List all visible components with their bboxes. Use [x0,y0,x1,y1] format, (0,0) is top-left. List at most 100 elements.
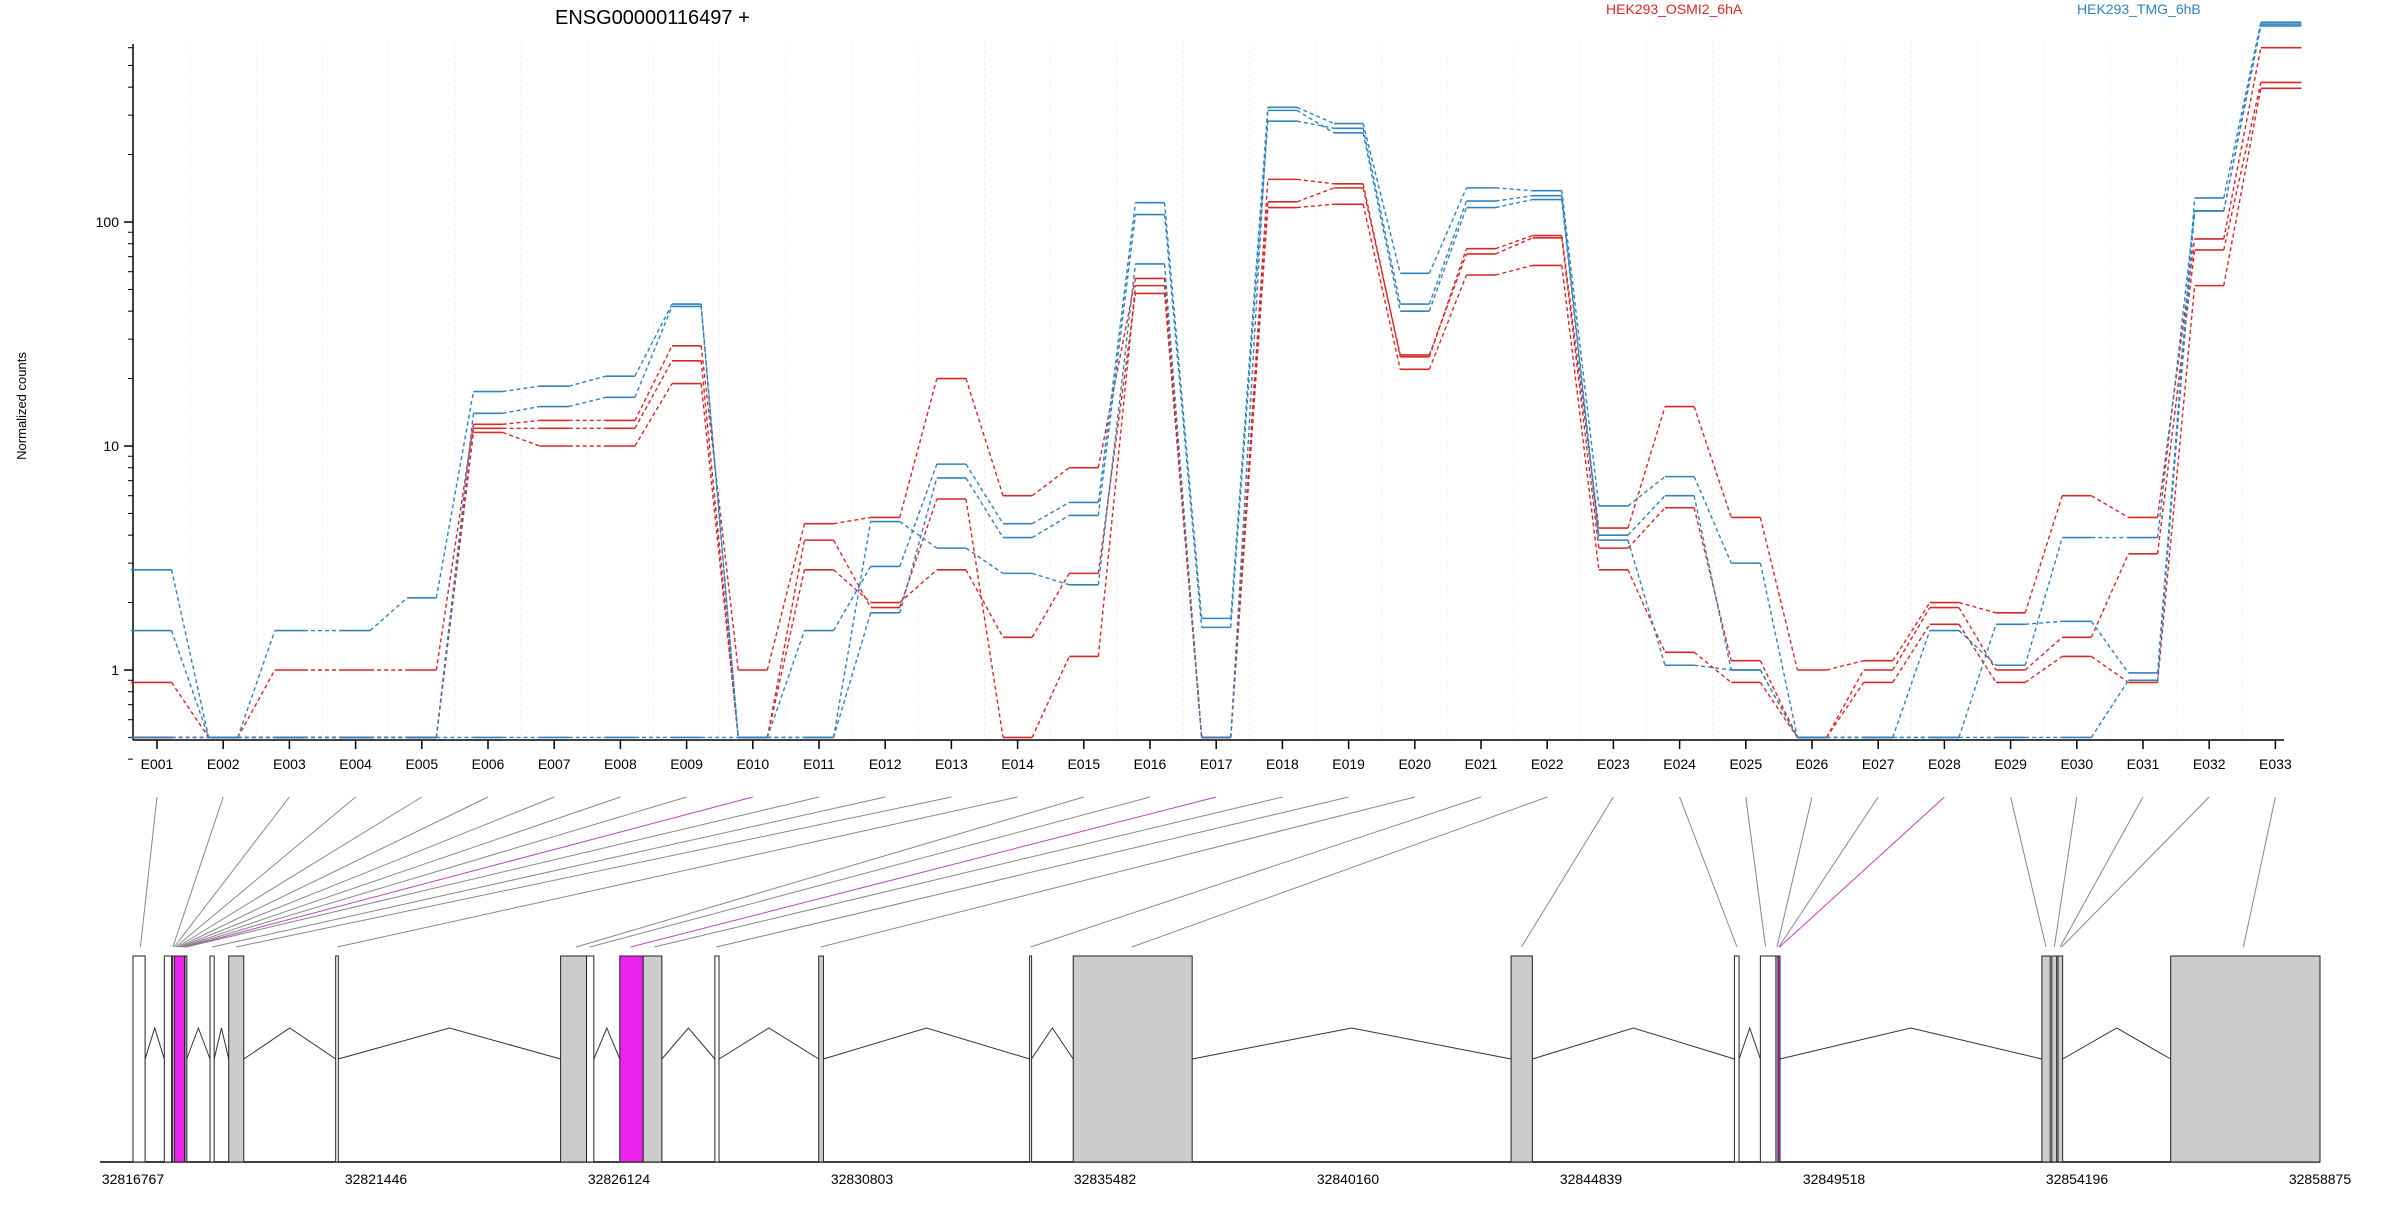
series-connector [1097,278,1137,468]
series-connector [1958,624,1997,738]
intron [1031,1027,1074,1060]
exon-box [335,955,339,1163]
x-tick-label: E007 [538,756,571,772]
series-connector [1561,265,1600,570]
exon-link-line [1778,796,1879,948]
series-connector [1362,132,1401,312]
series-connector [1428,274,1468,370]
series-connector [237,669,276,738]
intron [186,1026,211,1060]
series-connector [1694,664,1732,671]
series-connector [1892,607,1931,671]
x-tick-label: E004 [339,756,372,772]
genomic-tick-label: 32844839 [1560,1171,1623,1187]
series-connector [1561,237,1600,549]
series-connector [1759,517,1799,671]
x-tick-label: E027 [1862,756,1895,772]
series-connector [1627,495,1666,536]
series-connector [502,419,540,425]
series-connector [1495,264,1533,276]
chart-title: ENSG00000116497 + [555,7,750,29]
series-connector [832,612,872,738]
x-tick-label: E002 [207,756,240,772]
series-connector [1428,253,1468,356]
exon-box [2057,955,2064,1163]
exon-box [2041,955,2051,1163]
exon-link-line [235,796,952,948]
series-connector [899,498,938,608]
series-connector [1561,190,1600,507]
series-red-2 [131,87,2302,739]
exon-link-line [181,796,621,948]
series-connector [1495,237,1533,255]
series-red-1 [131,46,2302,739]
series-connector [2156,249,2196,554]
exon-link-line [178,796,489,948]
series-connector [502,385,540,393]
exon-link-line [2059,796,2144,948]
exon-box [586,955,595,1163]
exon-box [1510,955,1533,1163]
intron [1192,1027,1512,1060]
series-connector [1362,204,1401,370]
series-connector [1296,109,1335,134]
series-connector [634,360,673,429]
series-connector [1825,669,1865,738]
series-connector [2090,655,2129,684]
x-tick-label: E022 [1531,756,1564,772]
series-connector [2090,620,2130,674]
exon-box [173,955,186,1163]
exon-link-line [1521,796,1614,948]
exon-box [2170,955,2321,1163]
series-connector [170,630,210,738]
series-connector [502,405,540,414]
series-connector [1826,660,1864,671]
series-connector [1097,293,1137,574]
exon-link-line [173,796,290,948]
genomic-tick-label: 32858875 [2289,1171,2352,1187]
exon-link-line [1779,796,1945,948]
grid-layer [189,44,2243,740]
series-connector [2156,285,2196,683]
series-connector [1230,107,1269,619]
series-connector [1097,263,1137,585]
intron [1532,1027,1735,1060]
genomic-tick-label: 32816767 [102,1171,165,1187]
x-tick-label: E015 [1067,756,1100,772]
x-tick-label: E009 [670,756,703,772]
exon-links-layer [139,796,2276,948]
series-connector [2025,620,2063,625]
exon-link-line [1679,796,1738,948]
series-layer [131,21,2302,739]
series-connector [634,383,673,447]
series-connector [1627,539,1666,666]
exon-link-line [2010,796,2047,948]
series-connector [1495,198,1533,209]
series-connector [965,547,1004,574]
x-tick-label: E019 [1332,756,1365,772]
series-connector [1097,214,1137,516]
series-connector [1693,651,1732,683]
exon-link-line [630,796,1217,948]
exon-box [228,955,245,1163]
series-connector [2223,23,2262,212]
exon-link-line [139,796,158,948]
x-tick-label: E016 [1134,756,1167,772]
series-connector [832,521,872,738]
series-connector [2091,495,2129,519]
exon-link-line [180,796,555,948]
exon-box [1733,955,1740,1163]
series-connector [2156,210,2196,538]
intron [2062,1027,2171,1060]
exon-link-line [1776,796,1813,948]
x-tick-label: E011 [803,756,835,772]
exon-box [714,955,720,1163]
intron [593,1026,621,1060]
genomic-tick-label: 32821446 [345,1171,408,1187]
series-blue-6 [131,23,2302,739]
x-tick-label: E003 [273,756,306,772]
series-blue-4 [131,21,2302,739]
exon-link-line [2061,796,2210,948]
x-tick-label: E006 [472,756,505,772]
